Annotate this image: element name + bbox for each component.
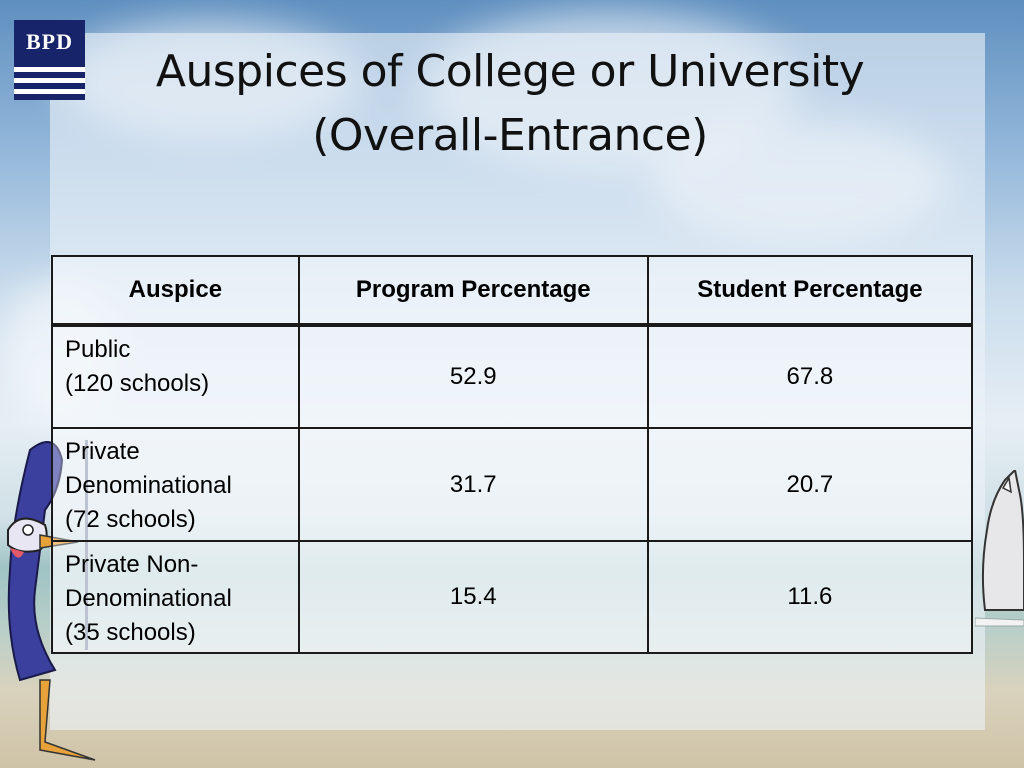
auspice-cell: Private Non- Denominational (35 schools) <box>51 540 300 654</box>
auspice-label-line: Private <box>65 438 140 465</box>
bird-leg <box>39 679 96 761</box>
bird-tongue <box>10 548 24 558</box>
auspice-label-line: (35 schools) <box>65 619 196 646</box>
logo-stripe <box>14 67 85 72</box>
header-student-percentage: Student Percentage <box>646 255 974 327</box>
rhino-body <box>981 470 1024 611</box>
logo-stripe <box>14 78 85 83</box>
program-percentage-cell: 31.7 <box>297 427 649 542</box>
student-percentage-cell: 67.8 <box>646 324 974 429</box>
title-line-1: Auspices of College or University <box>155 46 865 97</box>
student-percentage-cell: 11.6 <box>646 540 974 654</box>
student-percentage-cell: 20.7 <box>646 427 974 542</box>
bpd-logo: BPD <box>14 20 85 100</box>
auspice-cell: Private Denominational (72 schools) <box>51 427 300 542</box>
logo-text: BPD <box>26 29 73 54</box>
bird-eye <box>22 524 34 536</box>
title-line-2: (Overall-Entrance) <box>312 110 708 161</box>
slide-title: Auspices of College or University (Overa… <box>100 40 920 168</box>
auspice-label-line: Denominational <box>65 585 232 612</box>
auspice-cell: Public (120 schools) <box>51 324 300 429</box>
header-program-percentage: Program Percentage <box>297 255 649 327</box>
table-row: Private Denominational (72 schools) 31.7… <box>51 427 974 542</box>
auspice-label-line: Public <box>65 336 131 363</box>
program-percentage-cell: 15.4 <box>297 540 649 654</box>
auspice-label-line: (120 schools) <box>65 370 210 397</box>
auspice-label-line: Denominational <box>65 472 232 499</box>
table-header-row: Auspice Program Percentage Student Perce… <box>51 255 974 327</box>
rhino-horn <box>1001 475 1012 494</box>
table-row: Public (120 schools) 52.9 67.8 <box>51 324 974 429</box>
rhino-base <box>975 617 1024 627</box>
rhino-illustration <box>975 470 1024 627</box>
auspice-label-line: (72 schools) <box>65 506 196 533</box>
auspices-table: Auspice Program Percentage Student Perce… <box>51 255 974 654</box>
table-row: Private Non- Denominational (35 schools)… <box>51 540 974 654</box>
auspice-label-line: Private Non- <box>65 551 199 578</box>
header-auspice: Auspice <box>51 255 300 327</box>
logo-stripe <box>14 89 85 94</box>
program-percentage-cell: 52.9 <box>297 324 649 429</box>
